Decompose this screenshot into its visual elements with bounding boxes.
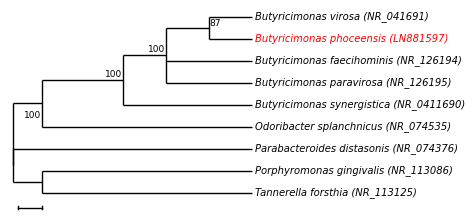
Text: Butyricimonas virosa (NR_041691): Butyricimonas virosa (NR_041691) xyxy=(255,11,428,22)
Text: 100: 100 xyxy=(147,45,165,54)
Text: Butyricimonas faecihominis (NR_126194): Butyricimonas faecihominis (NR_126194) xyxy=(255,55,462,66)
Text: Tannerella forsthia (NR_113125): Tannerella forsthia (NR_113125) xyxy=(255,187,417,198)
Text: 100: 100 xyxy=(105,70,122,79)
Text: Porphyromonas gingivalis (NR_113086): Porphyromonas gingivalis (NR_113086) xyxy=(255,165,453,176)
Text: Parabacteroides distasonis (NR_074376): Parabacteroides distasonis (NR_074376) xyxy=(255,143,458,154)
Text: 87: 87 xyxy=(210,19,221,27)
Text: Butyricimonas paravirosa (NR_126195): Butyricimonas paravirosa (NR_126195) xyxy=(255,77,451,88)
Text: 100: 100 xyxy=(24,111,41,119)
Text: Odoribacter splanchnicus (NR_074535): Odoribacter splanchnicus (NR_074535) xyxy=(255,121,451,132)
Text: Butyricimonas synergistica (NR_0411690): Butyricimonas synergistica (NR_0411690) xyxy=(255,99,465,110)
Text: Butyricimonas phoceensis (LN881597): Butyricimonas phoceensis (LN881597) xyxy=(255,34,448,44)
